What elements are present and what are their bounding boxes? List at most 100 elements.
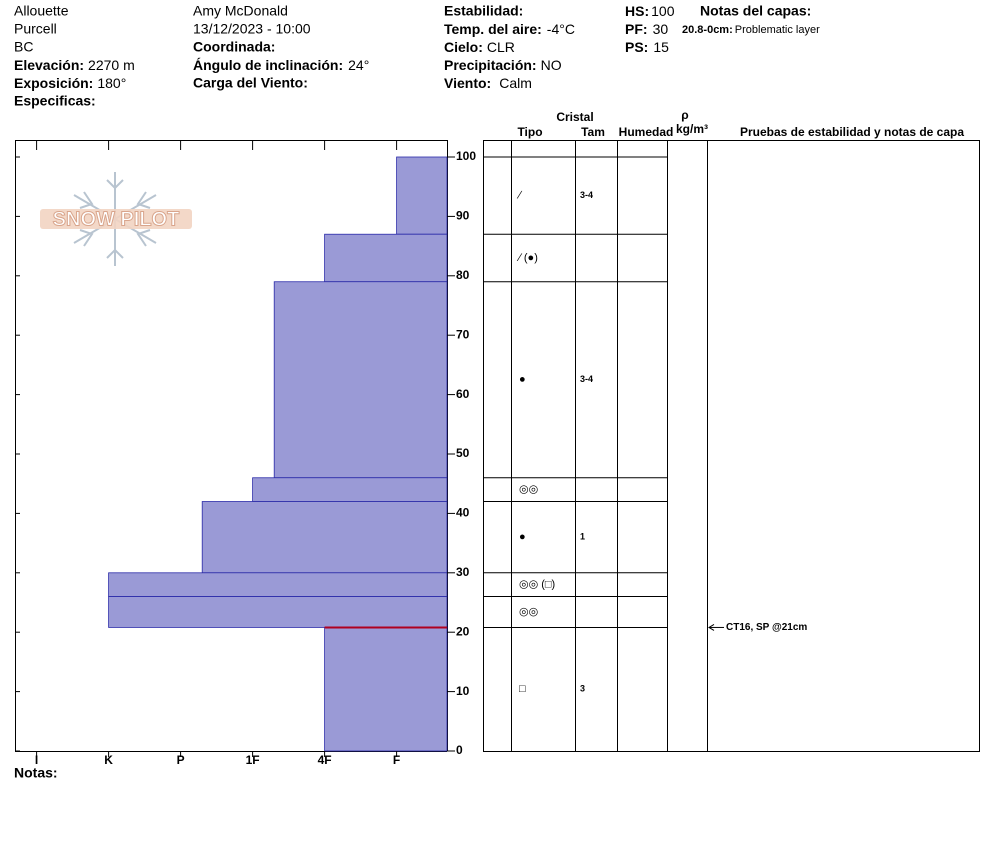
y-tick-label: 70	[456, 327, 470, 341]
x-tick-label: P	[177, 753, 185, 767]
label: Elevación:	[14, 57, 84, 73]
value: 2270 m	[88, 57, 135, 73]
precipitation: Precipitación: NO	[444, 57, 562, 73]
y-tick-label: 0	[456, 743, 463, 757]
slope-angle: Ángulo de inclinación: 24°	[193, 57, 369, 73]
hardness-bar	[201, 501, 448, 574]
moisture-header: Humedad	[619, 125, 674, 139]
y-tick-label: 20	[456, 624, 470, 638]
value: Calm	[499, 75, 532, 91]
y-tick-label: 50	[456, 446, 470, 460]
type-header: Tipo	[517, 125, 542, 139]
hardness-bar	[324, 627, 448, 752]
grain-type: ●	[519, 374, 526, 386]
air-temp: Temp. del aire: -4°C	[444, 21, 575, 37]
snowflake	[73, 172, 157, 266]
grain-size: 3-4	[580, 190, 593, 200]
wind-loading: Carga del Viento:	[193, 75, 308, 91]
hs: HS: 100	[625, 3, 675, 19]
y-tick-label: 100	[456, 149, 476, 163]
y-tick-label: 10	[456, 684, 470, 698]
label: Ángulo de inclinación:	[193, 57, 343, 73]
y-tick-label: 30	[456, 565, 470, 579]
column-headers: Cristal Tipo Tam Humedad ρ kg/m³ Pruebas…	[517, 108, 964, 139]
layer-notes-title: Notas del capas:	[700, 3, 811, 19]
label: PS:	[625, 39, 648, 55]
label: Cielo:	[444, 39, 483, 55]
logo-text: SNOW PILOT	[53, 208, 180, 230]
table-frame	[483, 140, 980, 752]
aspect: Exposición: 180°	[14, 75, 126, 91]
hardness-bar	[108, 572, 448, 597]
y-tick-label: 60	[456, 387, 470, 401]
plot-frame	[15, 140, 448, 752]
sky: Cielo: CLR	[444, 39, 515, 55]
x-tick-label: 1F	[246, 753, 260, 767]
grain-size: 3	[580, 684, 585, 694]
grain-type: □	[519, 683, 526, 695]
value: 100	[651, 3, 675, 19]
specifics: Especificas:	[14, 93, 96, 109]
elevation: Elevación: 2270 m	[14, 57, 135, 73]
hardness-bar	[252, 477, 448, 502]
datetime: 13/12/2023 - 10:00	[193, 21, 311, 37]
layer-note: 20.8-0cm: Problematic layer	[682, 24, 820, 36]
grain-size: 1	[580, 532, 585, 542]
hardness-bar	[273, 281, 448, 479]
grain-type: ∕ (●)	[516, 252, 538, 264]
x-tick-label: I	[35, 753, 38, 767]
grain-type: ◎◎	[519, 606, 538, 618]
grain-type: ◎◎	[519, 484, 538, 496]
notes: Notas:	[14, 765, 58, 781]
logo-band	[40, 209, 192, 229]
location: Allouette	[14, 3, 69, 19]
logo: SNOW PILOT	[40, 172, 192, 266]
observer: Amy McDonald	[193, 3, 288, 19]
x-tick-label: K	[104, 753, 113, 767]
text: Problematic layer	[735, 24, 820, 36]
label: HS:	[625, 3, 649, 19]
hardness-bar	[108, 596, 448, 628]
wind: Viento: Calm	[444, 75, 532, 91]
label: Exposición:	[14, 75, 93, 91]
label: Temp. del aire:	[444, 21, 542, 37]
grain-type: ∕	[516, 190, 523, 202]
label: Viento:	[444, 75, 491, 91]
tests-header: Pruebas de estabilidad y notas de capa	[740, 125, 964, 139]
value: NO	[541, 57, 562, 73]
region: BC	[14, 39, 33, 55]
grain-size: 3-4	[580, 374, 593, 384]
range: 20.8-0cm:	[682, 24, 733, 36]
value: -4°C	[547, 21, 575, 37]
value: CLR	[487, 39, 515, 55]
test-arrowhead	[708, 624, 715, 631]
label: PF:	[625, 21, 648, 37]
value: 180°	[97, 75, 126, 91]
test-label: CT16, SP @21cm	[726, 622, 807, 633]
coordinates: Coordinada:	[193, 39, 275, 55]
density-unit: kg/m³	[676, 122, 708, 136]
header: Allouette Purcell BC Elevación: 2270 m Ex…	[14, 3, 820, 109]
hardness-bar	[324, 233, 448, 283]
y-tick-label: 80	[456, 268, 470, 282]
range: Purcell	[14, 21, 57, 37]
size-header: Tam	[581, 125, 605, 139]
value: 15	[653, 39, 669, 55]
y-tick-label: 40	[456, 506, 470, 520]
pf: PF: 30	[625, 21, 668, 37]
value: 30	[653, 21, 669, 37]
hardness-bar	[396, 156, 448, 235]
x-tick-label: F	[393, 753, 400, 767]
density-header: ρ	[681, 108, 688, 122]
value: 24°	[348, 57, 369, 73]
ps: PS: 15	[625, 39, 669, 55]
grain-type: ◎◎ (□)	[519, 579, 555, 591]
grain-type: ●	[519, 531, 526, 543]
stability: Estabilidad:	[444, 3, 523, 19]
label: Precipitación:	[444, 57, 537, 73]
crystal-header: Cristal	[556, 110, 593, 124]
x-tick-label: 4F	[318, 753, 332, 767]
table-border	[483, 140, 980, 752]
